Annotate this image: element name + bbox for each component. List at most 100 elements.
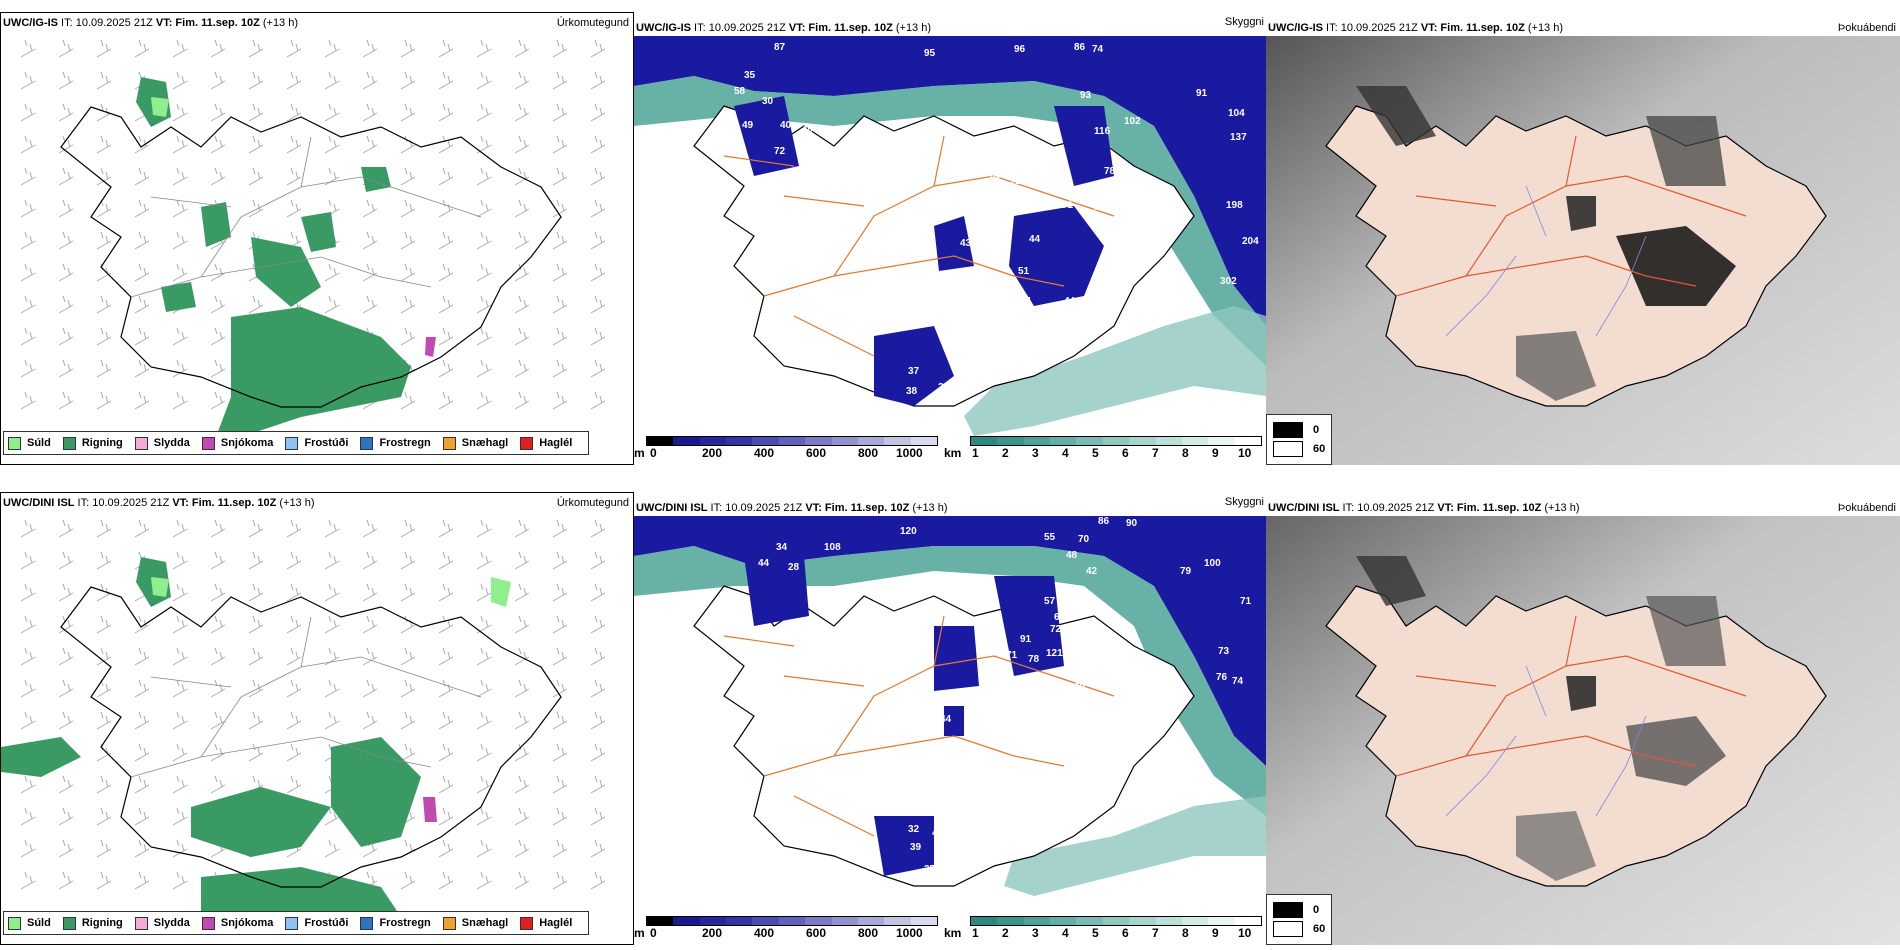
wind-barb	[476, 263, 492, 282]
ceiling-label: 51	[1018, 266, 1030, 277]
legend-item: Snæhagl	[442, 916, 508, 930]
fog-map[interactable]	[1266, 36, 1900, 465]
visibility-map[interactable]: 120 108 34 44 28 39 55 70 86 90 42 48 79…	[634, 516, 1266, 916]
ceiling-label: 70	[1078, 534, 1090, 545]
wind-barb	[172, 871, 188, 890]
colorbar-bin	[1050, 437, 1077, 445]
precip-map[interactable]	[1, 37, 633, 437]
wind-barbs	[20, 519, 606, 890]
ceiling-tick: 800	[858, 926, 879, 940]
wind-barb	[552, 39, 568, 58]
wind-barb	[96, 359, 112, 378]
colorbar-bin	[778, 437, 806, 445]
wind-barb	[210, 71, 226, 90]
fog-band-south	[964, 306, 1266, 436]
fog-map[interactable]	[1266, 516, 1900, 945]
wind-barb	[476, 391, 492, 410]
drizzle-area	[491, 577, 511, 607]
ceiling-label: 69	[1074, 682, 1086, 693]
legend-swatch	[442, 436, 456, 450]
wind-barb	[590, 743, 606, 762]
wind-barb	[514, 327, 530, 346]
wind-barb	[400, 103, 416, 122]
colorbar-bin	[647, 917, 674, 925]
visibility-tick: 7	[1152, 446, 1159, 460]
wind-barb	[362, 679, 378, 698]
wind-barb	[552, 583, 568, 602]
wind-barb	[20, 807, 36, 826]
iceland-fog-map	[1266, 36, 1900, 465]
wind-barb	[248, 103, 264, 122]
low-ceiling-land	[994, 576, 1064, 676]
wind-barb	[20, 231, 36, 250]
wind-barb	[96, 135, 112, 154]
drizzle-area	[151, 97, 169, 117]
wind-barb	[134, 391, 150, 410]
roads	[130, 616, 482, 778]
wind-barb	[476, 583, 492, 602]
visibility-tick: 6	[1122, 926, 1129, 940]
visibility-panel-bottom: UWC/DINI ISL IT: 10.09.2025 21Z VT: Fim.…	[634, 492, 1266, 945]
wind-barb	[20, 199, 36, 218]
ceiling-label: 25	[924, 864, 936, 875]
colorbar-bin	[805, 437, 832, 445]
wind-barb	[96, 743, 112, 762]
wind-barb	[514, 71, 530, 90]
colorbar-bin	[884, 437, 911, 445]
ceiling-label: 70	[944, 156, 956, 167]
iceland-visibility-map	[634, 36, 1266, 436]
legend-item: Rigning	[62, 916, 123, 930]
legend-item: Frostúði	[285, 436, 348, 450]
fog-patch	[1516, 811, 1596, 881]
wind-barb	[20, 711, 36, 730]
colorbar-bin	[1050, 917, 1077, 925]
wind-barb	[20, 775, 36, 794]
wind-barb	[134, 135, 150, 154]
wind-barb	[400, 71, 416, 90]
precip-area	[251, 237, 321, 307]
wind-barb	[210, 775, 226, 794]
legend-swatch	[62, 916, 76, 930]
visibility-tick: 6	[1122, 446, 1129, 460]
fog-band	[634, 546, 1266, 816]
wind-barb	[590, 519, 606, 538]
wind-barb	[172, 615, 188, 634]
wind-barb	[96, 583, 112, 602]
wind-barb	[552, 327, 568, 346]
rivers	[1445, 185, 1647, 337]
wind-barb	[96, 615, 112, 634]
precip-map[interactable]	[1, 517, 633, 917]
fog-legend-swatch	[1273, 422, 1303, 438]
wind-barb	[476, 647, 492, 666]
wind-barb	[248, 135, 264, 154]
wind-barb	[286, 743, 302, 762]
ceiling-label: 69	[1054, 612, 1066, 623]
ceiling-label: 74	[1232, 676, 1244, 687]
wind-barb	[400, 711, 416, 730]
ceiling-label: 65	[994, 634, 1006, 645]
wind-barb	[590, 327, 606, 346]
wind-barb	[438, 775, 454, 794]
colorbar-bin	[1208, 917, 1235, 925]
ceiling-label: 44	[1029, 234, 1041, 245]
wind-barb	[172, 263, 188, 282]
wind-barb	[96, 551, 112, 570]
visibility-tick: 10	[1238, 446, 1252, 460]
iceland-outline	[60, 106, 562, 408]
visibility-map[interactable]: 87 95 96 86 74 35 58 30 49 40 40 72 93 1…	[634, 36, 1266, 436]
wind-barb	[58, 391, 74, 410]
snow-area	[425, 337, 436, 357]
wind-barb	[134, 871, 150, 890]
wind-barb	[400, 871, 416, 890]
wind-barb	[324, 135, 340, 154]
wind-barb	[590, 391, 606, 410]
wind-barb	[514, 263, 530, 282]
rivers	[1445, 665, 1647, 817]
wind-barb	[134, 519, 150, 538]
wind-barb	[324, 39, 340, 58]
wind-barb	[172, 743, 188, 762]
wind-barb	[590, 583, 606, 602]
colorbar-bin	[857, 437, 885, 445]
ceiling-label: 32	[908, 824, 920, 835]
wind-barb	[400, 743, 416, 762]
